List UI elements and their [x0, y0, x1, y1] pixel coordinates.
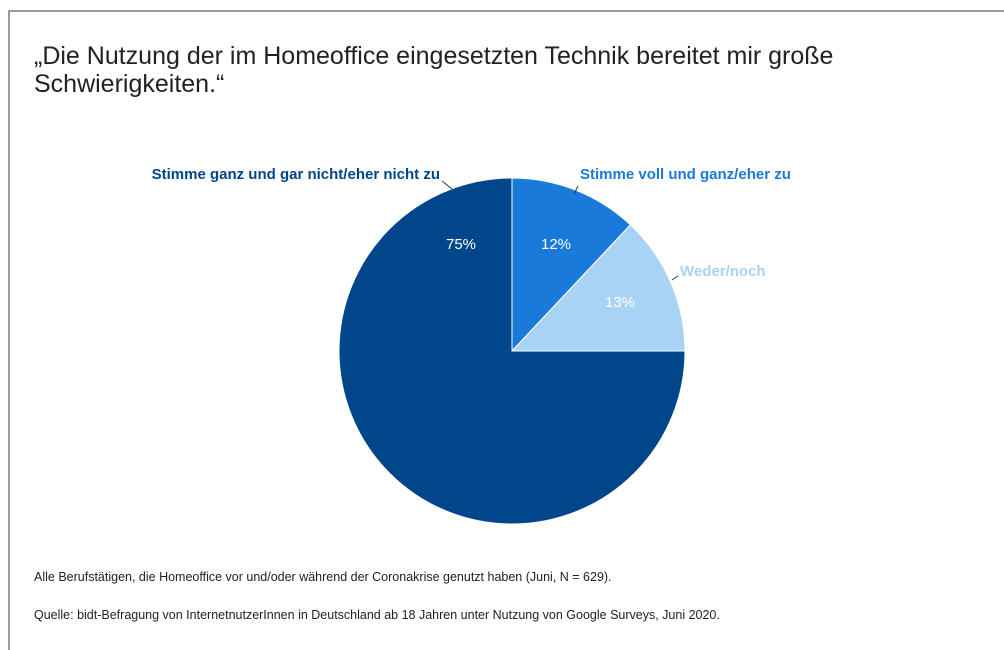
leader-line [573, 185, 579, 195]
note: Quelle: bidt-Befragung von Internetnutze… [34, 608, 720, 622]
category-label: Stimme ganz und gar nicht/eher nicht zu [152, 166, 440, 183]
pie-slice [338, 177, 686, 525]
value-label: 12% [541, 236, 571, 253]
value-label: 13% [605, 294, 635, 311]
category-label: Stimme voll und ganz/eher zu [580, 166, 791, 183]
leader-line [441, 180, 453, 190]
leader-line [671, 275, 679, 281]
chart-title: „Die Nutzung der im Homeoffice eingesetz… [34, 42, 834, 98]
note: Alle Berufstätigen, die Homeoffice vor u… [34, 570, 612, 584]
frame [8, 10, 1004, 650]
pie-slice [510, 224, 686, 352]
category-label: Weder/noch [680, 263, 766, 280]
value-label: 75% [446, 236, 476, 253]
